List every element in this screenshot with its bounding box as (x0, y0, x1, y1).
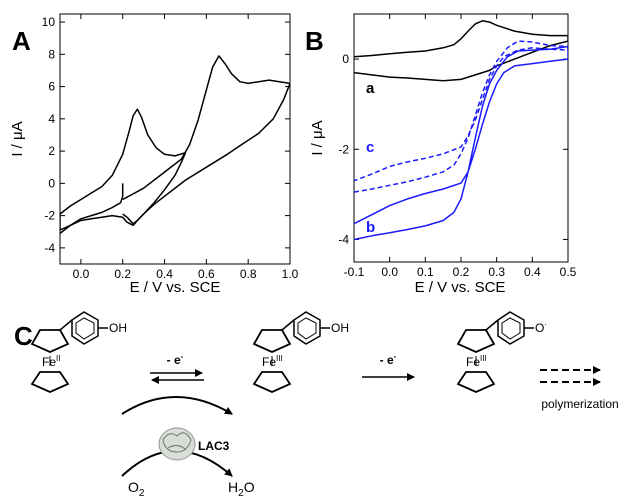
y-tick-label: 2 (48, 144, 55, 158)
y-tick-label: -4 (44, 241, 55, 255)
panel-a-letter: A (12, 26, 31, 56)
x-tick-label: 0.6 (198, 267, 215, 281)
x-tick-label: 0.0 (381, 265, 398, 279)
panel-b-letter: B (305, 26, 324, 56)
series-line-c (354, 40, 568, 193)
x-tick-label: 0.8 (240, 267, 257, 281)
oxidation-arrow: - e- (362, 352, 415, 381)
series-line-a (354, 20, 568, 82)
panel-a-ticks: 0.0 0.2 0.4 0.6 0.8 1.0 -4 -2 0 2 4 6 8 10 (42, 14, 299, 281)
panel-b-curves (354, 20, 568, 241)
curve-label-c: c (366, 139, 374, 156)
iron-label-2: FeIII (262, 354, 283, 369)
y-tick-label: 4 (48, 112, 55, 126)
panel-a: A 0.0 0.2 0.4 0.6 0.8 1.0 -4 -2 0 2 4 6 8 10 E / V vs… (9, 13, 299, 296)
x-tick-label: -0.1 (344, 265, 365, 279)
step1-label: - e- (167, 352, 184, 367)
polymerization-label: polymerization (541, 397, 618, 411)
enzyme-cycle: LAC3 O2 H2O (121, 396, 255, 497)
y-tick-label: 10 (42, 15, 56, 29)
series-line-2 (60, 55, 290, 234)
y-tick-label: 0 (342, 52, 349, 66)
panel-b: B -0.1 0.0 0.1 0.2 0.3 0.4 0.5 -4 -2 0 a c b E / … (305, 13, 577, 296)
panel-b-ylabel: I / μA (309, 120, 326, 155)
curve-label-a: a (366, 80, 375, 97)
y-tick-label: -2 (44, 209, 55, 223)
panel-a-xlabel: E / V vs. SCE (130, 279, 221, 296)
y-tick-label: 6 (48, 80, 55, 94)
phenoxyl-radical-molecule: O· FeIII (456, 311, 547, 393)
polymerization-arrows: polymerization (540, 366, 619, 411)
water-label: H2O (228, 479, 255, 497)
panel-b-xlabel: E / V vs. SCE (415, 279, 506, 296)
y-tick-label: 8 (48, 47, 55, 61)
series-line-b (354, 45, 568, 241)
panel-a-ylabel: I / μA (9, 121, 26, 156)
x-tick-label: 0.3 (488, 265, 505, 279)
x-tick-label: 0.0 (73, 267, 90, 281)
curve-label-b: b (366, 219, 375, 236)
enzyme-label: LAC3 (198, 439, 230, 453)
step2-label: - e- (380, 352, 397, 367)
panel-c-letter: C (14, 321, 33, 351)
x-tick-label: 0.5 (560, 265, 577, 279)
y-tick-label: -2 (338, 142, 349, 156)
panel-a-frame (59, 13, 291, 265)
y-tick-label: 0 (48, 176, 55, 190)
y-tick-label: -4 (338, 232, 349, 246)
panel-a-curves (60, 55, 290, 234)
x-tick-label: 0.1 (417, 265, 434, 279)
x-tick-label: 1.0 (282, 267, 299, 281)
ferrocenylphenol-molecule: OH FeII (30, 311, 127, 393)
reversible-arrow: - e- (150, 352, 204, 384)
hydroxyl-label-1: OH (109, 321, 127, 335)
series-line-1 (60, 108, 187, 231)
hydroxyl-label-2: OH (331, 321, 349, 335)
iron-label-3: FeIII (466, 354, 487, 369)
x-tick-label: 0.4 (156, 267, 173, 281)
oxygen-label: O2 (128, 479, 145, 497)
x-tick-label: 0.2 (114, 267, 131, 281)
laccase-enzyme-icon (158, 427, 196, 461)
oxygen-radical-label: O· (535, 320, 547, 335)
iron-label-1: FeII (42, 354, 60, 369)
panel-b-ticks: -0.1 0.0 0.1 0.2 0.3 0.4 0.5 -4 -2 0 (338, 14, 577, 279)
x-tick-label: 0.2 (453, 265, 470, 279)
ferrocenium-phenol-molecule: OH FeIII (252, 311, 349, 393)
x-tick-label: 0.4 (524, 265, 541, 279)
panel-c: C OH FeII - e- (14, 311, 619, 497)
